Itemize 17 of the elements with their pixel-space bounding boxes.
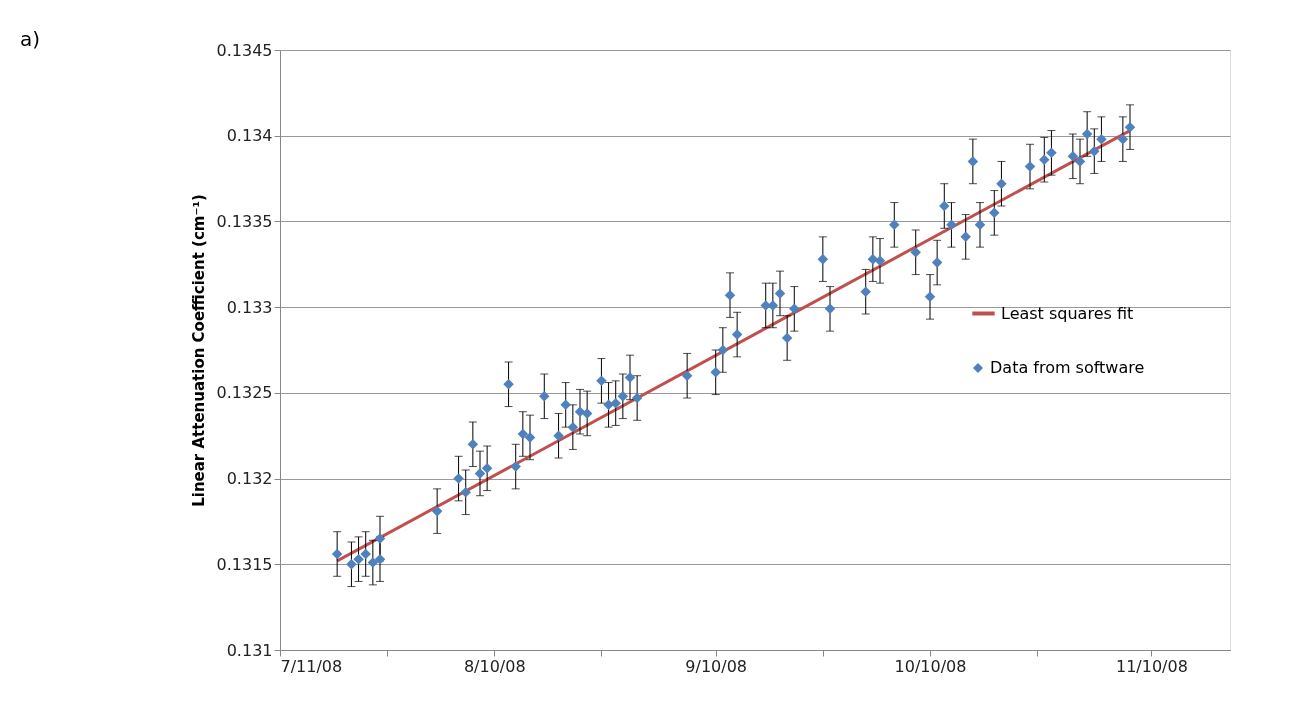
y-tick-label: 0.132	[226, 469, 273, 489]
y-tick-label: 0.131	[226, 640, 273, 660]
legend-label: Data from software	[990, 358, 1145, 377]
y-tick-label: 0.1325	[216, 383, 273, 403]
x-tick-label: 10/10/08	[894, 656, 967, 676]
x-tick-label: 8/10/08	[463, 656, 526, 676]
x-tick-label: 9/10/08	[685, 656, 748, 676]
y-axis-title: Linear Attenuation Coefficient (cm⁻¹)	[189, 194, 208, 507]
y-tick-label: 0.1345	[216, 40, 273, 60]
x-tick-label: 11/10/08	[1116, 656, 1188, 676]
y-tick-label: 0.134	[226, 126, 273, 146]
x-tick-label: 7/11/08	[280, 656, 343, 676]
y-tick-label: 0.133	[226, 297, 273, 317]
y-tick-label: 0.1335	[216, 211, 273, 231]
legend-label: Least squares fit	[1001, 303, 1134, 323]
y-tick-label: 0.1315	[216, 554, 273, 574]
text: a)	[20, 27, 41, 51]
